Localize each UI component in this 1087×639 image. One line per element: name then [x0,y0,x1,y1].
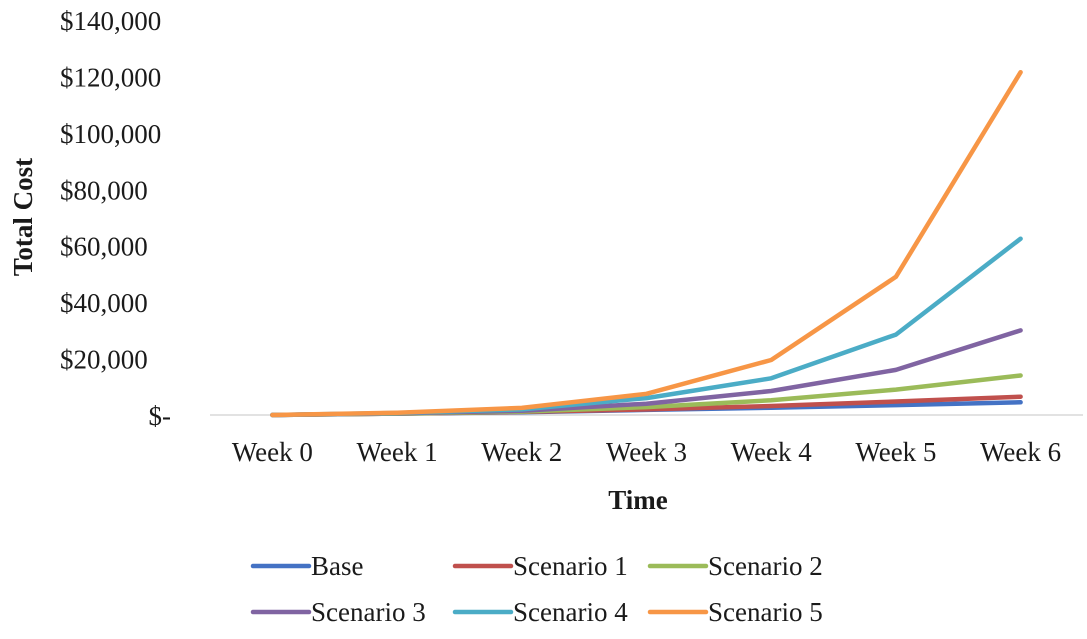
x-tick-label: Week 2 [481,437,562,467]
x-tick-label: Week 4 [731,437,813,467]
legend-item: Scenario 4 [452,597,628,627]
legend-item: Base [250,551,364,581]
y-axis-ticks: $-$20,000 $40,000 $60,000 $80,000 $100,000 $1… [60,6,171,431]
x-tick-label: Week 0 [232,437,313,467]
legend-label: Scenario 4 [513,597,628,627]
x-tick-label: Week 6 [980,437,1061,467]
x-tick-label: Week 5 [855,437,936,467]
legend-label: Scenario 3 [311,597,426,627]
legend-label: Base [311,551,364,581]
y-tick-label: $120,000 [60,62,161,92]
legend-item: Scenario 1 [452,551,628,581]
x-axis-ticks: Week 0 Week 1 Week 2 Week 3 Week 4 Week 5 Week… [232,437,1061,467]
series-line-scenario-5 [270,69,1023,418]
legend-item: Scenario 2 [647,551,823,581]
x-tick-label: Week 1 [357,437,438,467]
legend: Base Scenario 1 Scenario 2 Scenario 3 Scenar… [250,551,823,627]
y-tick-label: $60,000 [60,232,148,262]
legend-label: Scenario 1 [513,551,628,581]
y-axis-title: Total Cost [8,158,38,276]
y-tick-label: $80,000 [60,175,148,205]
legend-item: Scenario 3 [250,597,426,627]
x-axis-title: Time [608,485,668,515]
y-tick-label: $100,000 [60,119,161,149]
legend-label: Scenario 2 [708,551,823,581]
x-tick-label: Week 3 [606,437,687,467]
legend-item: Scenario 5 [647,597,823,627]
series-lines [270,69,1023,418]
y-tick-label: $- [149,401,172,431]
y-tick-label: $140,000 [60,6,161,36]
legend-label: Scenario 5 [708,597,823,627]
y-tick-label: $40,000 [60,288,148,318]
y-tick-label: $20,000 [60,345,148,375]
